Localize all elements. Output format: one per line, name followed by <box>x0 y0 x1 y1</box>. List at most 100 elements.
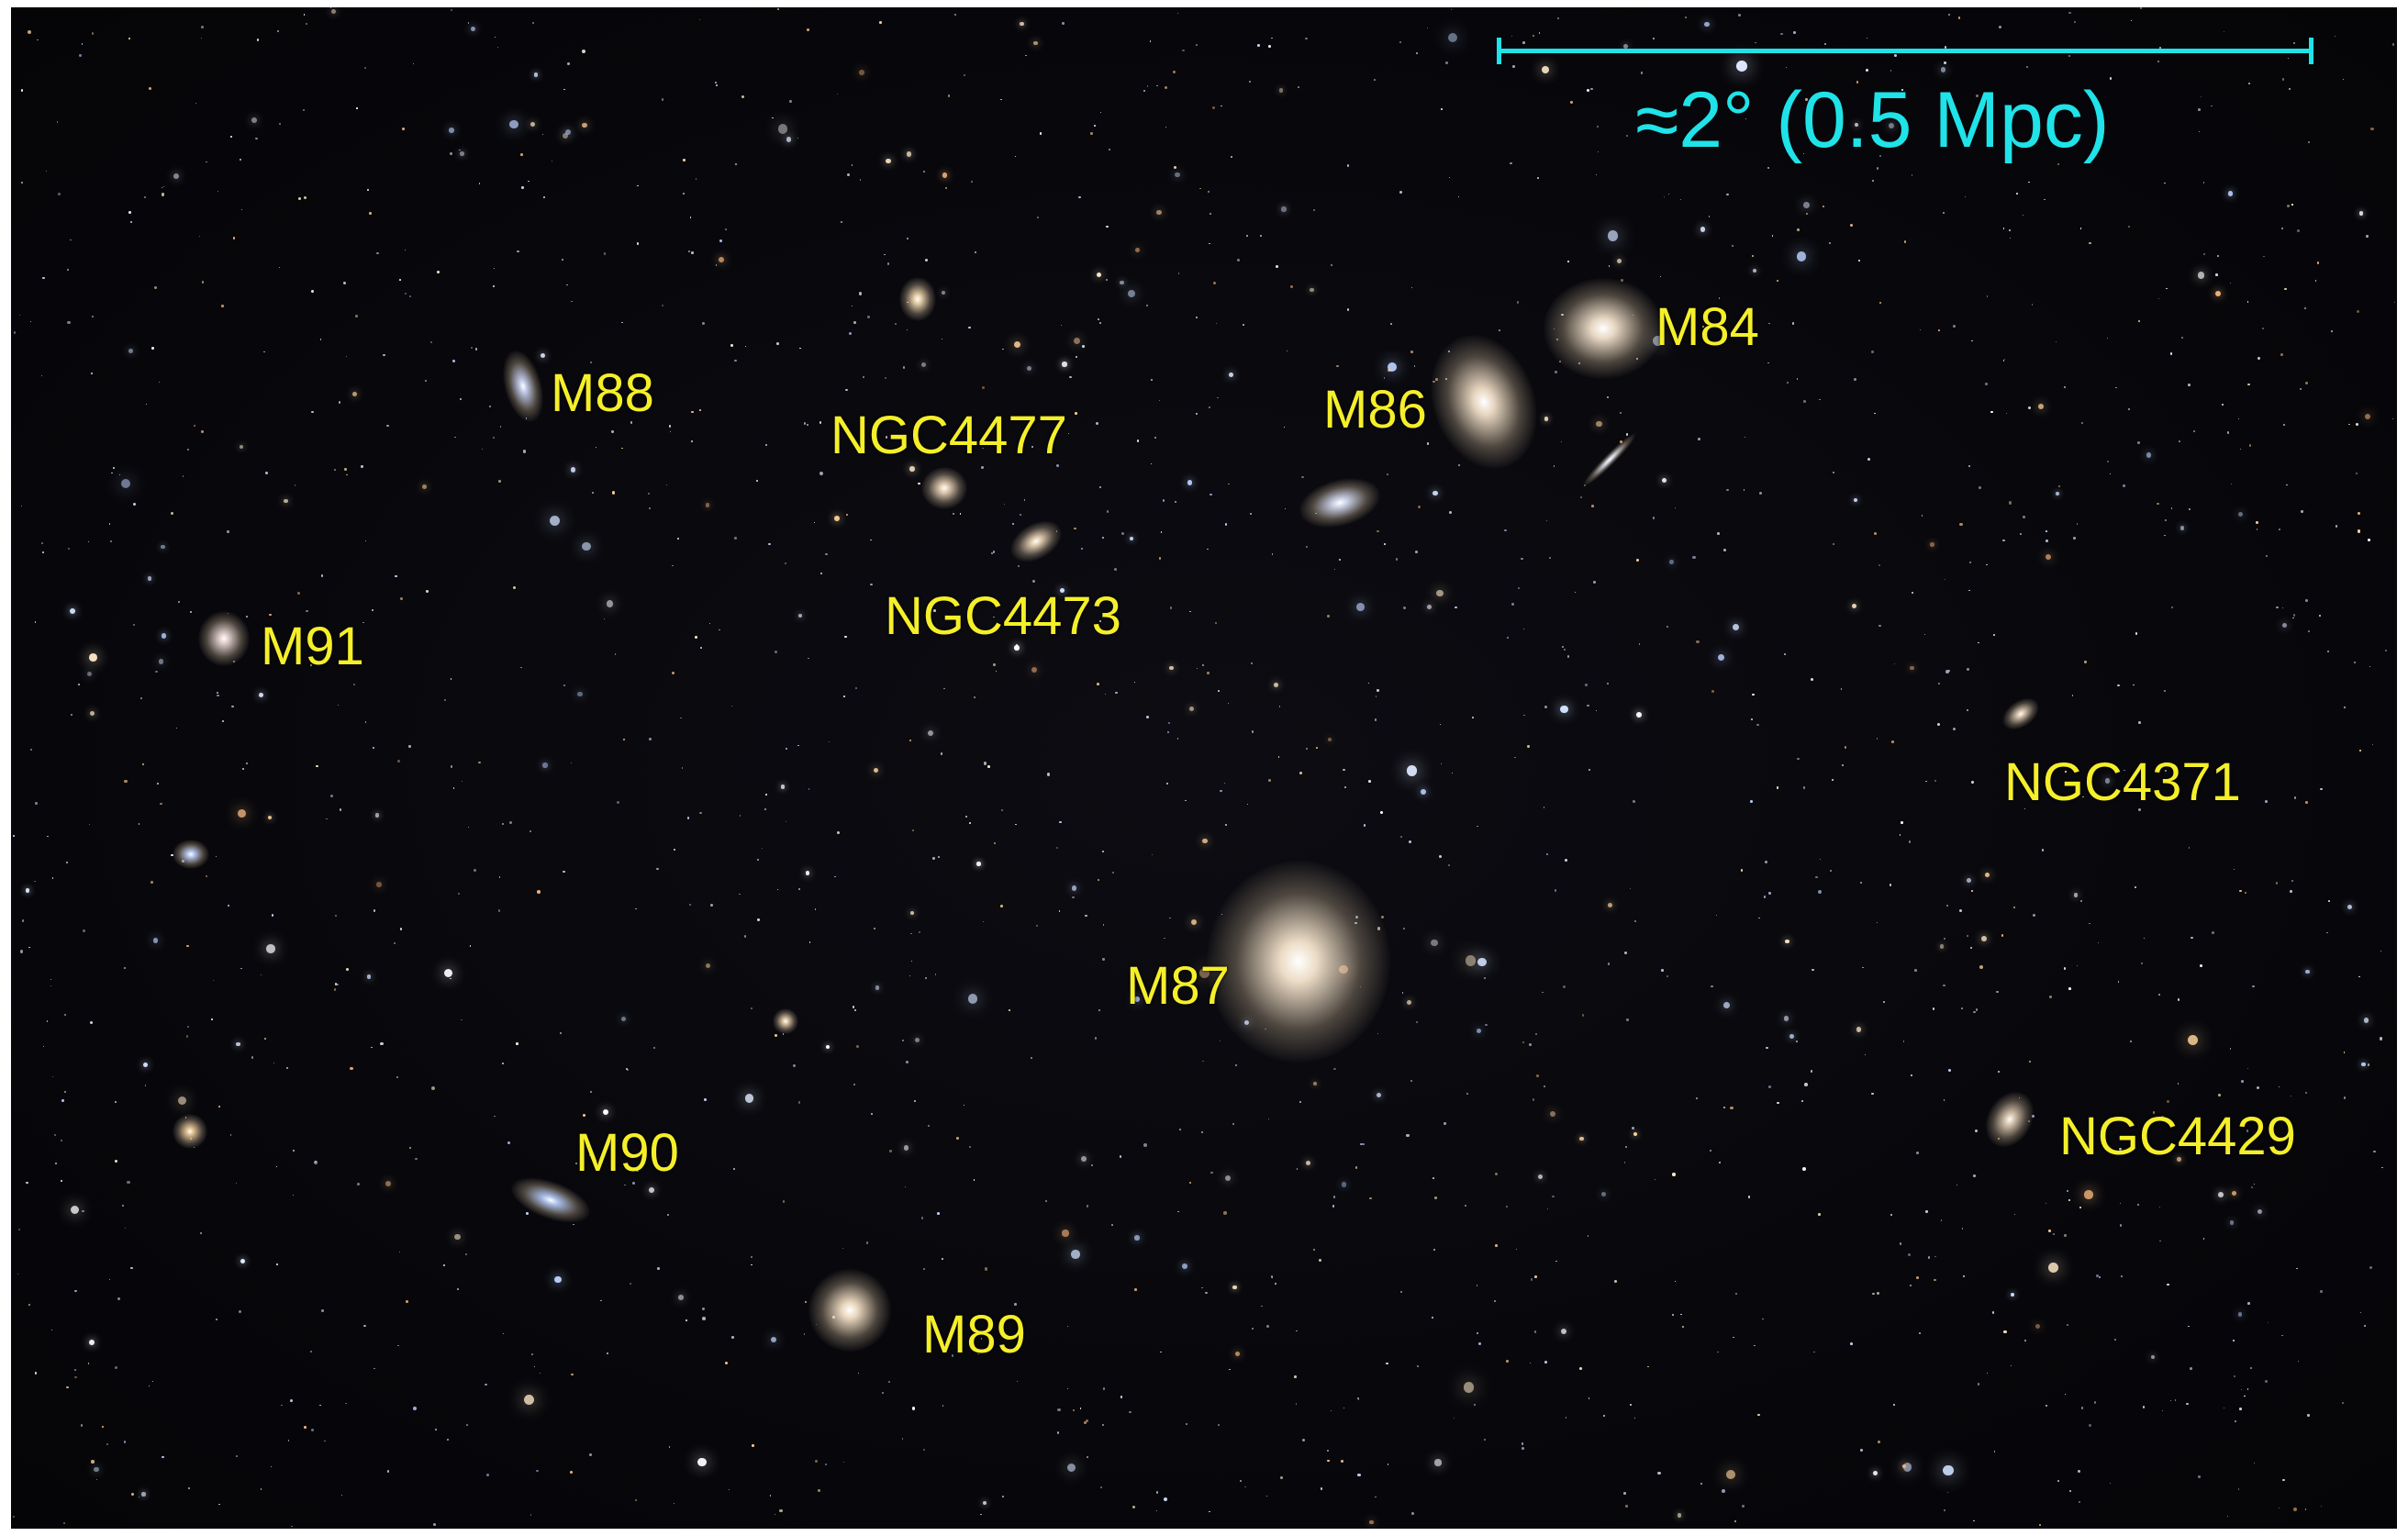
star <box>1377 529 1379 533</box>
star <box>1032 580 1035 584</box>
star <box>1155 1490 1159 1494</box>
star <box>459 149 461 151</box>
star <box>1407 765 1418 776</box>
star <box>449 127 454 133</box>
star <box>1094 1037 1098 1040</box>
star <box>70 1205 80 1215</box>
star <box>415 1157 418 1161</box>
star <box>89 1020 93 1025</box>
star <box>240 1259 245 1263</box>
star <box>797 887 801 891</box>
star <box>2073 893 2079 897</box>
star <box>942 1257 943 1260</box>
star <box>1736 61 1748 72</box>
star <box>626 1069 629 1072</box>
star <box>2079 1207 2081 1209</box>
star <box>430 1085 435 1090</box>
star <box>1301 475 1304 479</box>
star <box>1680 1313 1682 1315</box>
star <box>1587 1234 1589 1237</box>
star <box>2304 1508 2306 1510</box>
star <box>1410 1079 1413 1082</box>
star <box>35 1372 38 1375</box>
star <box>1039 132 1042 135</box>
star <box>937 1212 941 1216</box>
star <box>879 20 882 24</box>
star <box>1176 12 1179 15</box>
star <box>617 801 620 805</box>
star <box>218 1503 220 1506</box>
star <box>2265 800 2269 804</box>
star <box>924 976 928 979</box>
star <box>1505 1205 1509 1208</box>
star <box>1595 709 1598 711</box>
star <box>1793 31 1796 35</box>
star <box>2055 341 2057 343</box>
label-m86: M86 <box>1323 380 1427 440</box>
star <box>1278 706 1281 708</box>
star <box>1073 527 1076 530</box>
star <box>236 1455 238 1457</box>
star <box>1313 1081 1318 1085</box>
star <box>81 43 84 45</box>
star <box>520 186 524 189</box>
star <box>452 787 455 789</box>
star <box>1440 762 1443 765</box>
star <box>70 713 73 717</box>
star <box>983 762 987 765</box>
star <box>1120 280 1124 285</box>
star <box>1960 1007 1964 1010</box>
star <box>2068 54 2071 57</box>
star <box>323 1440 326 1442</box>
star <box>2265 1379 2269 1383</box>
star <box>1069 375 1073 379</box>
star <box>61 1140 63 1142</box>
star <box>1856 81 1859 83</box>
star <box>128 38 130 39</box>
star <box>2320 1289 2324 1293</box>
star <box>21 919 25 923</box>
star <box>1062 21 1065 25</box>
star <box>1473 1404 1476 1406</box>
star <box>1638 643 1641 645</box>
star <box>263 351 266 353</box>
star <box>2157 993 2161 996</box>
star <box>765 794 767 796</box>
star <box>734 537 737 540</box>
star <box>2226 1515 2228 1518</box>
star <box>1579 495 1583 499</box>
star <box>2066 1324 2068 1327</box>
star <box>698 19 700 21</box>
star <box>906 1060 909 1063</box>
star <box>2239 1408 2242 1410</box>
star <box>355 315 358 317</box>
star <box>1522 40 1525 44</box>
star <box>2304 801 2308 804</box>
star <box>287 1440 289 1441</box>
star <box>666 1213 670 1217</box>
star <box>1160 1351 1162 1353</box>
star <box>1090 132 1093 135</box>
star <box>606 600 614 607</box>
star <box>1015 823 1017 826</box>
star <box>222 720 224 722</box>
star <box>1209 406 1211 409</box>
star <box>851 164 853 166</box>
star <box>383 353 385 357</box>
star <box>719 629 721 631</box>
star <box>853 321 856 324</box>
star <box>1733 624 1739 631</box>
star <box>973 696 976 699</box>
star <box>1818 1213 1821 1216</box>
star <box>886 158 891 164</box>
star <box>1908 840 1912 843</box>
label-m89: M89 <box>922 1305 1026 1364</box>
star <box>656 867 660 871</box>
star <box>928 729 934 736</box>
star <box>571 1374 574 1376</box>
star <box>709 622 711 624</box>
star <box>1432 1316 1434 1319</box>
star <box>276 29 279 32</box>
star <box>152 937 159 943</box>
star <box>1726 193 1730 196</box>
